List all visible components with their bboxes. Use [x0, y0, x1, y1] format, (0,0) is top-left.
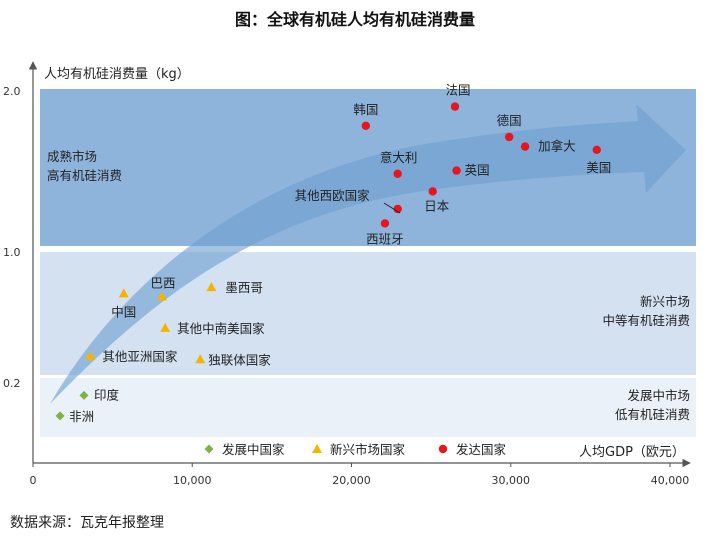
- point-label: 西班牙: [366, 231, 404, 246]
- band-label: 低有机硅消费: [615, 407, 690, 422]
- point-巴西: [156, 291, 167, 301]
- x-tick-label: 0: [30, 474, 37, 487]
- chart: 0 10,000 20,000 30,000 40,000 2.0 1.0 0.2 人均有机硅…: [3, 61, 696, 487]
- point-西班牙: [380, 219, 390, 228]
- x-axis-label: 人均GDP（欧元）: [579, 445, 685, 460]
- y-tick-label: 1.0: [3, 246, 21, 259]
- legend-label: 新兴市场国家: [330, 442, 406, 457]
- point-label: 英国: [465, 163, 490, 178]
- point-其他中南美国家: [160, 322, 171, 332]
- x-tick-label: 20,000: [332, 474, 371, 487]
- point-独联体国家: [195, 354, 206, 364]
- point-label: 法国: [446, 83, 471, 98]
- tick-labels: 0 10,000 20,000 30,000 40,000 2.0 1.0 0.2: [3, 85, 689, 487]
- point-韩国: [361, 121, 371, 130]
- y-tick-label: 2.0: [3, 85, 21, 98]
- chart-title: 图：全球有机硅人均有机硅消费量: [234, 10, 475, 29]
- legend-label: 发达国家: [456, 442, 507, 457]
- point-label: 其他西欧国家: [295, 188, 371, 203]
- x-tick-label: 40,000: [651, 474, 690, 487]
- legend-marker-triangle: [312, 444, 322, 453]
- point-意大利: [393, 169, 402, 178]
- point-墨西哥: [206, 282, 217, 292]
- axes: [28, 61, 691, 468]
- point-美国: [592, 145, 601, 154]
- point-label: 加拿大: [538, 139, 576, 154]
- point-中国: [118, 288, 129, 298]
- point-label: 其他中南美国家: [177, 321, 265, 336]
- point-label: 巴西: [150, 276, 175, 291]
- point-英国: [452, 166, 461, 175]
- band-label: 成熟市场: [47, 149, 97, 164]
- y-axis-label: 人均有机硅消费量（kg）: [44, 67, 190, 82]
- legend: 发展中国家 新兴市场国家 发达国家: [204, 442, 507, 457]
- point-日本: [428, 187, 437, 196]
- band-label: 发展中市场: [627, 388, 690, 403]
- legend-marker-circle: [438, 444, 448, 454]
- point-label: 独联体国家: [208, 352, 271, 367]
- point-label: 日本: [424, 198, 450, 213]
- band-label: 中等有机硅消费: [602, 313, 690, 328]
- point-label: 美国: [586, 160, 611, 175]
- point-label: 非洲: [69, 409, 94, 424]
- legend-marker-diamond: [204, 444, 214, 454]
- source-note: 数据来源：瓦克年报整理: [10, 515, 164, 531]
- point-label: 墨西哥: [225, 280, 263, 295]
- band-label: 新兴市场: [640, 294, 690, 309]
- leader-line: [383, 202, 401, 214]
- point-德国: [504, 132, 514, 142]
- point-label: 其他亚洲国家: [102, 349, 178, 364]
- data-points: [55, 102, 601, 421]
- band-3: [40, 378, 696, 437]
- y-tick-label: 0.2: [3, 377, 21, 390]
- point-label: 德国: [497, 113, 522, 128]
- point-label: 意大利: [380, 150, 418, 165]
- point-label: 韩国: [353, 102, 378, 117]
- point-印度: [79, 390, 89, 400]
- x-tick-label: 30,000: [492, 474, 531, 487]
- band-2: [40, 252, 696, 375]
- x-tick-label: 10,000: [173, 474, 212, 487]
- legend-label: 发展中国家: [222, 442, 285, 457]
- point-法国: [450, 102, 460, 111]
- point-其他亚洲国家: [85, 351, 96, 361]
- point-label: 印度: [94, 387, 120, 402]
- point-非洲: [55, 411, 65, 421]
- band-label: 高有机硅消费: [47, 168, 122, 183]
- point-label: 中国: [111, 304, 136, 319]
- point-加拿大: [520, 142, 530, 151]
- point-其他西欧国家: [393, 204, 402, 214]
- growth-trend-arrow: [50, 104, 686, 404]
